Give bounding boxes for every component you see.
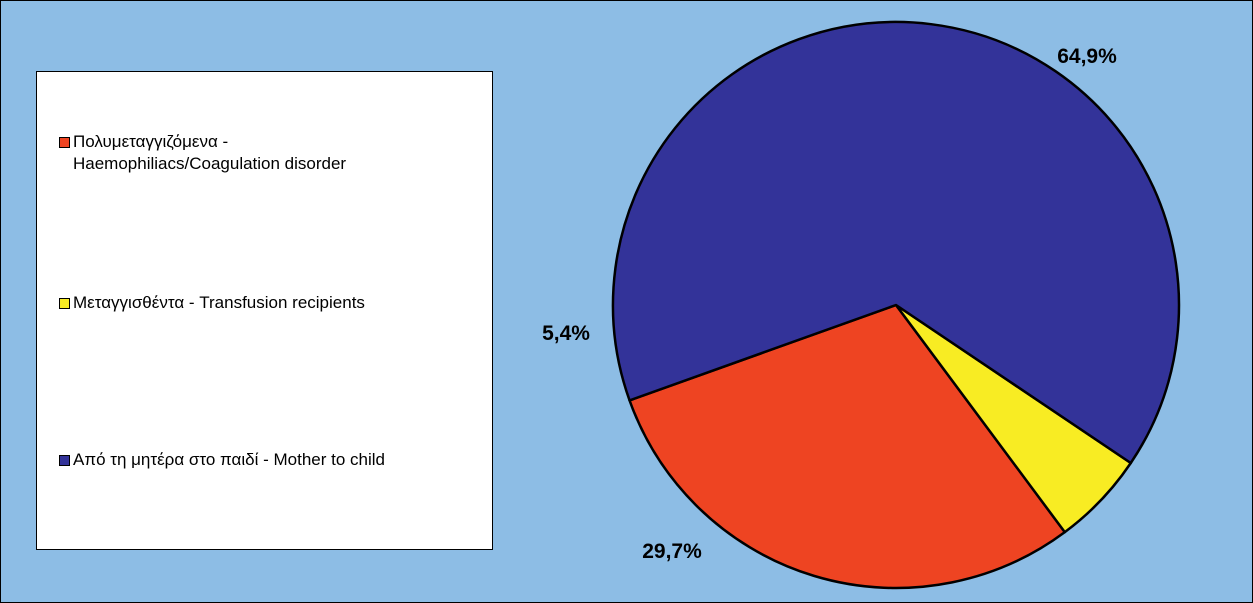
legend-swatch-transfusion bbox=[59, 298, 70, 309]
pie-label-haemophiliacs: 29,7% bbox=[642, 540, 702, 563]
legend-swatch-mother-to-child bbox=[59, 455, 70, 466]
legend-label-line2: Haemophiliacs/Coagulation disorder bbox=[73, 154, 347, 173]
pie-slice-haemophiliacs bbox=[628, 303, 1067, 590]
legend-item-mother-to-child: Από τη μητέρα στο παιδί - Mother to chil… bbox=[59, 449, 385, 471]
legend-item-haemophiliacs: Πολυμεταγγιζόμενα - Haemophiliacs/Coagul… bbox=[59, 131, 346, 175]
legend-label: Μεταγγισθέντα - Transfusion recipients bbox=[73, 293, 365, 312]
pie-slice-mother-to-child bbox=[611, 20, 1181, 465]
pie-label-transfusion: 5,4% bbox=[542, 322, 590, 345]
legend-item-transfusion: Μεταγγισθέντα - Transfusion recipients bbox=[59, 292, 365, 314]
legend-label: Από τη μητέρα στο παιδί - Mother to chil… bbox=[73, 450, 385, 469]
legend-label-line1: Πολυμεταγγιζόμενα - bbox=[73, 132, 229, 151]
legend: Πολυμεταγγιζόμενα - Haemophiliacs/Coagul… bbox=[36, 71, 493, 550]
pie-label-mother-to-child: 64,9% bbox=[1057, 45, 1117, 68]
legend-swatch-haemophiliacs bbox=[59, 137, 70, 148]
